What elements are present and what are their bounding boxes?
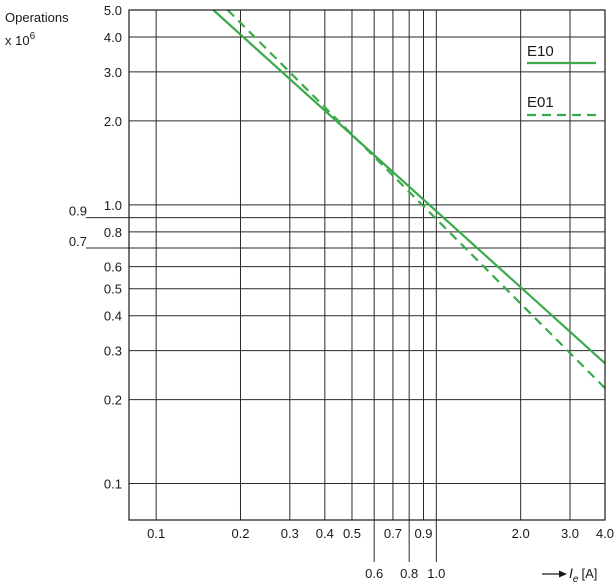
y-tick-label: 0.7	[69, 234, 87, 249]
x-tick-label: 0.1	[147, 526, 165, 541]
legend-label-e10: E10	[527, 43, 554, 60]
x-tick-label: 0.3	[281, 526, 299, 541]
x-tick-label: 4.0	[596, 526, 614, 541]
x-axis-arrow-icon	[559, 570, 567, 578]
y-tick-label: 0.8	[104, 225, 122, 240]
x-axis-unit: [A]	[581, 566, 597, 581]
y-tick-label: 0.4	[104, 309, 122, 324]
x-tick-label: 0.4	[316, 526, 334, 541]
x-axis-symbol: I	[569, 565, 573, 581]
plot-frame	[128, 9, 606, 521]
y-axis-multiplier-exponent: 6	[30, 31, 36, 42]
x-axis-subscript: e	[573, 574, 579, 585]
series-line-e10	[212, 9, 606, 365]
x-tick-label: 0.8	[400, 566, 418, 581]
x-tick-labels: 0.1 0.2 0.3 0.4 0.5 0.6 0.7 0.8 0.9 1.0 2.0 3.0 4.0	[147, 526, 614, 581]
y-tick-label: 0.2	[104, 393, 122, 408]
grid-lines	[86, 9, 606, 562]
x-tick-label: 0.6	[365, 566, 383, 581]
y-tick-label: 4.0	[104, 30, 122, 45]
y-tick-label: 5.0	[104, 3, 122, 18]
series-lines	[212, 9, 606, 389]
x-axis-title: Ie [A]	[542, 565, 597, 585]
y-tick-label: 0.6	[104, 260, 122, 275]
y-tick-label: 2.0	[104, 114, 122, 129]
x-tick-label: 2.0	[512, 526, 530, 541]
y-axis-multiplier: x 106	[5, 31, 36, 48]
y-tick-labels: 5.0 4.0 3.0 2.0 1.0 0.9 0.8 0.7 0.6 0.5 0.4 0.3 0.2 0…	[69, 3, 122, 492]
y-axis-multiplier-base: x 10	[5, 33, 30, 48]
y-tick-label: 0.1	[104, 477, 122, 492]
y-axis-title: Operations	[5, 10, 69, 25]
y-tick-label: 3.0	[104, 65, 122, 80]
legend: E10 E01	[527, 43, 596, 117]
y-tick-label: 0.5	[104, 282, 122, 297]
y-tick-label: 0.9	[69, 204, 87, 219]
series-line-e01	[226, 9, 606, 389]
y-tick-label: 0.3	[104, 344, 122, 359]
x-tick-label: 1.0	[427, 566, 445, 581]
x-tick-label: 0.2	[231, 526, 249, 541]
y-tick-label: 1.0	[104, 198, 122, 213]
legend-label-e01: E01	[527, 94, 554, 111]
x-tick-label: 0.9	[414, 526, 432, 541]
x-tick-label: 0.5	[343, 526, 361, 541]
x-axis-label: Ie [A]	[569, 565, 597, 585]
x-tick-label: 3.0	[561, 526, 579, 541]
x-tick-label: 0.7	[384, 526, 402, 541]
